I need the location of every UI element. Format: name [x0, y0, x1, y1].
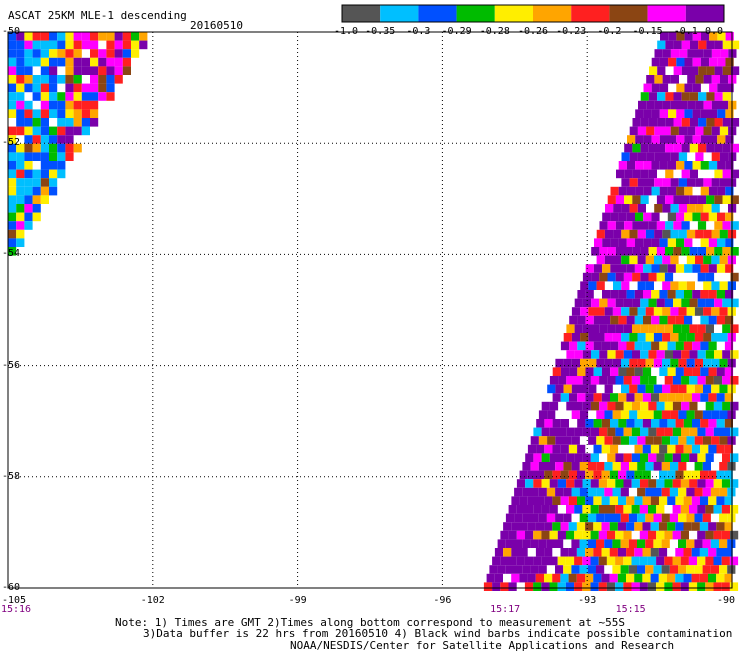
- lat-lon-grid: [7, 31, 733, 589]
- colorbar-label: -0.28: [479, 26, 510, 37]
- lat-tick-label: -60: [2, 582, 21, 593]
- colorbar-segment: [342, 5, 381, 22]
- colorbar-frame: [341, 4, 725, 23]
- colorbar-label: -0.23: [556, 26, 587, 37]
- time-label: 15:16: [0, 604, 32, 615]
- lon-tick-label: -99: [288, 595, 307, 606]
- colorbar-label: -0.26: [517, 26, 549, 37]
- colorbar-label: -0.29: [441, 26, 472, 37]
- colorbar: [341, 4, 725, 23]
- time-label: 15:15: [615, 604, 646, 615]
- lon-tick-label: -96: [433, 595, 452, 606]
- lat-tick-label: -58: [2, 470, 21, 482]
- colorbar-segment: [609, 5, 648, 22]
- footer-note-2: 3)Data buffer is 22 hrs from 20160510 4)…: [143, 627, 733, 640]
- lon-tick-label: -93: [578, 595, 597, 606]
- colorbar-label: -0.3: [406, 26, 431, 37]
- colorbar-segment: [647, 5, 686, 22]
- lat-tick-label: -56: [2, 359, 21, 371]
- colorbar-label: -0.2: [597, 26, 622, 37]
- footer-credit: NOAA/NESDIS/Center for Satellite Applica…: [290, 639, 675, 652]
- map-frame: [7, 31, 733, 589]
- map-date: 20160510: [190, 19, 243, 32]
- map-title: ASCAT 25KM MLE-1 descending: [8, 9, 187, 22]
- colorbar-label: -0.15: [632, 26, 663, 37]
- lat-tick-label: -52: [2, 137, 21, 149]
- colorbar-segment: [533, 5, 572, 22]
- lon-tick-label: -105: [1, 595, 27, 606]
- colorbar-segment: [494, 5, 533, 22]
- colorbar-label: -0.35: [365, 26, 396, 37]
- colorbar-label: 0.0: [704, 26, 724, 37]
- colorbar-segment: [418, 5, 457, 22]
- time-label: 15:17: [490, 604, 521, 615]
- colorbar-segment: [685, 5, 724, 22]
- colorbar-segment: [380, 5, 419, 22]
- lon-tick-label: -102: [140, 595, 165, 606]
- colorbar-segment: [456, 5, 495, 22]
- data-swaths: [8, 32, 740, 591]
- lat-tick-label: -50: [2, 26, 21, 37]
- lon-tick-label: -90: [716, 595, 736, 606]
- colorbar-label: -0.1: [673, 26, 698, 37]
- colorbar-label: -1.0: [333, 26, 359, 37]
- lat-tick-label: -54: [2, 248, 21, 260]
- footer-note-1: Note: 1) Times are GMT 2)Times along bot…: [115, 616, 625, 629]
- colorbar-segment: [571, 5, 610, 22]
